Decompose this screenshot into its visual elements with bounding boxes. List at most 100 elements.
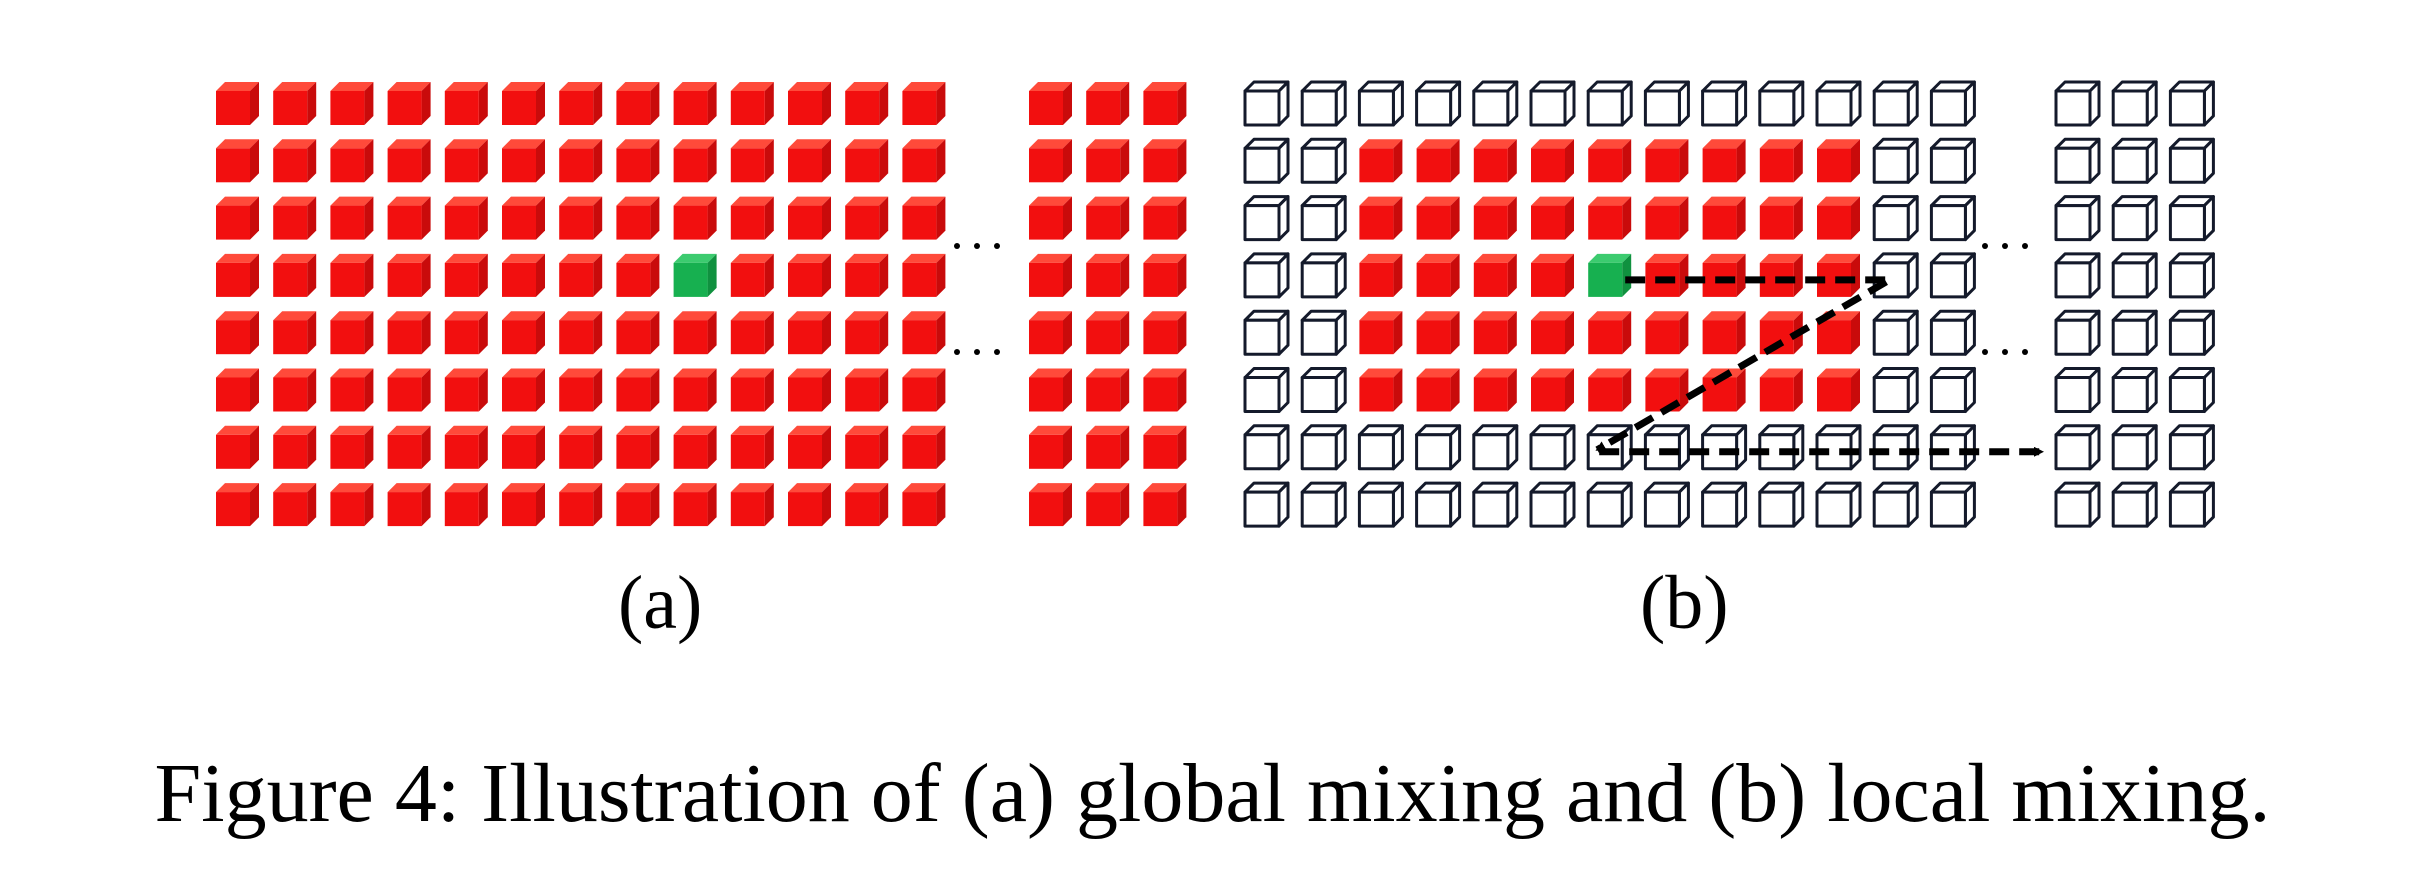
panel-a-cube-red [1143, 253, 1187, 297]
panel-b-ellipsis-dot [2002, 349, 2008, 355]
panel-b-cube-outline [1929, 252, 1976, 299]
panel-a-cube-red [1029, 253, 1072, 297]
panel-a-cube-red [788, 425, 831, 469]
panel-a-cube-red [788, 82, 831, 125]
panel-a-cube-red [616, 253, 660, 297]
panel-b-cube-outline [1243, 252, 1290, 299]
panel-a-cube-red [330, 196, 374, 240]
panel-a-cube-red [273, 253, 317, 297]
panel-a-cube-red [1143, 368, 1187, 412]
panel-b-cube-outline [1472, 80, 1519, 127]
panel-a-cube-red [444, 483, 488, 527]
panel-b-cube-outline [2168, 367, 2215, 413]
panel-b-cube-red [1531, 311, 1574, 355]
panel-a-ellipsis-dot [974, 349, 980, 355]
panel-b-cube-red [1817, 139, 1860, 183]
panel-a-cube-red [444, 139, 488, 183]
panel-b-cube-red [1416, 368, 1460, 412]
panel-a-cube-red [730, 483, 774, 527]
panel-a-cube-red [902, 311, 946, 355]
panel-b-cube-outline [1300, 481, 1347, 528]
panel-a-cube-red [1143, 311, 1187, 355]
panel-a-cube-red [273, 425, 317, 469]
panel-b-cube-outline [1815, 481, 1862, 528]
panel-b-cube-outline [1929, 80, 1976, 127]
panel-a-cube-red [1143, 82, 1187, 125]
panel-b-cube-outline [1415, 80, 1462, 127]
panel-b-cube-outline [1300, 252, 1347, 299]
panel-b-cube-outline [2054, 195, 2101, 242]
panel-b-cube-outline [1586, 481, 1633, 528]
panel-b-cube-outline [1243, 309, 1290, 356]
panel-a-cube-red [616, 425, 660, 469]
panel-b-cube-outline [2168, 481, 2215, 528]
panel-b-cube-outline [1243, 137, 1290, 184]
panel-b-cube-outline [1929, 424, 1976, 471]
panel-a-cube-red [902, 196, 946, 240]
panel-b-cube-outline [1243, 367, 1290, 413]
panel-a-cube-red [788, 311, 831, 355]
panel-a-cube-red [444, 253, 488, 297]
panel-b-cube-outline [2054, 367, 2101, 413]
panel-a-cube-red [902, 425, 946, 469]
panel-b-cube-outline [1872, 195, 1919, 242]
panel-a-label: (a) [618, 561, 703, 645]
panel-b-cube-red [1759, 196, 1803, 240]
panel-a-cube-red [559, 196, 603, 240]
panel-a-cube-red [673, 311, 717, 355]
panel-b-ellipsis-dot [2022, 349, 2028, 355]
panel-a-cube-red [1029, 483, 1072, 527]
panel-a-cube-red [216, 253, 259, 297]
panel-a-cube-red [1143, 425, 1187, 469]
panel-a-cube-red [216, 82, 259, 125]
panel-b-cube-outline [2111, 367, 2158, 413]
panel-a-cube-red [1086, 82, 1130, 125]
panel-b-cube-outline [1300, 309, 1347, 356]
panel-a-cube-red [444, 82, 488, 125]
panel-b-cube-outline [1701, 80, 1748, 127]
panel-b-cube-outline [1643, 424, 1690, 471]
panel-b-cube-outline [1243, 80, 1290, 127]
panel-b-cube-red [1702, 311, 1746, 355]
panel-b-cube-red [1645, 368, 1689, 412]
panel-b-cube-outline [1872, 367, 1919, 413]
panel-b-cube-outline [1815, 80, 1862, 127]
panel-b-ellipsis-dot [2002, 243, 2008, 249]
panel-a-cube-red [845, 483, 889, 527]
panel-a-cube-red [673, 368, 717, 412]
panel-b-cube-outline [1872, 481, 1919, 528]
panel-b-cube-outline [2111, 195, 2158, 242]
panel-b-cube-outline [1872, 424, 1919, 471]
panel-b-cube-red [1416, 311, 1460, 355]
panel-a-cube-red [1029, 368, 1072, 412]
panel-a-cube-red [730, 139, 774, 183]
panel-a-cube-red [1086, 139, 1130, 183]
panel-a-cube-red [502, 483, 545, 527]
panel-b-local-mixing [1243, 80, 2215, 528]
panel-a-cube-red [730, 82, 774, 125]
panel-a-ellipsis-dot [994, 243, 1000, 249]
panel-b-cube-outline [1701, 424, 1748, 471]
panel-b-cube-outline [1758, 481, 1805, 528]
panel-a-ellipsis-dot [954, 243, 960, 249]
panel-a-cube-red [502, 196, 545, 240]
panel-a-cube-red [730, 368, 774, 412]
panel-a-cube-red [902, 139, 946, 183]
panel-b-cube-red [1702, 139, 1746, 183]
panel-a-cube-red [1029, 139, 1072, 183]
panel-b-cube-outline [2111, 481, 2158, 528]
panel-b-cube-red [1416, 196, 1460, 240]
figure-caption: Figure 4: Illustration of (a) global mix… [154, 747, 2271, 840]
panel-a-cube-red [330, 253, 374, 297]
panel-a-cube-red [559, 82, 603, 125]
panel-a-cube-red [902, 82, 946, 125]
panel-b-cube-outline [1300, 195, 1347, 242]
panel-b-cube-outline [1872, 252, 1919, 299]
panel-a-cube-red [788, 139, 831, 183]
panel-a-cube-red [273, 368, 317, 412]
panel-b-cube-red [1359, 139, 1403, 183]
panel-b-cube-red [1588, 311, 1632, 355]
panel-a-cube-red [330, 311, 374, 355]
panel-b-cube-outline [1929, 309, 1976, 356]
